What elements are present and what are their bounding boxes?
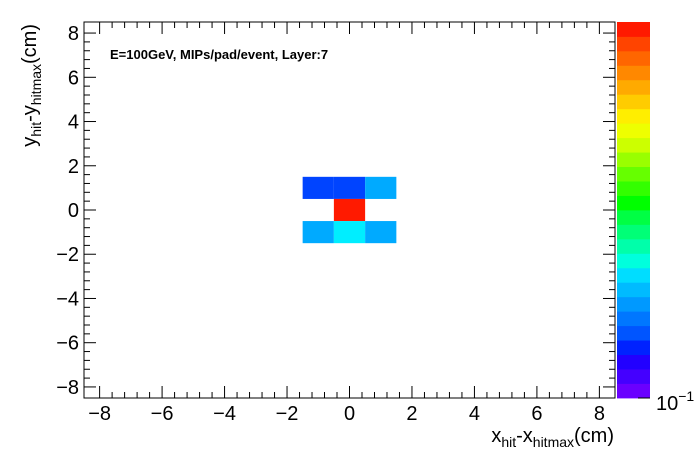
colorbar-segment [617, 325, 650, 341]
heatmap-cells [302, 176, 397, 244]
x-tick-label: 6 [531, 403, 542, 425]
colorbar-segment [617, 65, 650, 81]
x-tick-label: 2 [406, 403, 417, 425]
colorbar-segment [617, 282, 650, 298]
y-tick-label: 2 [68, 156, 79, 178]
y-tick-label: 6 [68, 67, 79, 89]
colorbar-label-exponent: −1 [678, 388, 694, 404]
colorbar-segment [617, 296, 650, 312]
x-axis-title: xhit-xhitmax(cm) [491, 425, 614, 450]
colorbar-segment [617, 152, 650, 168]
y-tick-label: −4 [56, 288, 79, 310]
colorbar-segment [617, 195, 650, 211]
colorbar-segment [617, 369, 650, 384]
heatmap-cell [333, 176, 366, 199]
colorbar-segment [617, 340, 650, 356]
y-tick-label: −6 [56, 333, 79, 355]
colorbar-segment [617, 108, 650, 124]
colorbar-segment [617, 94, 650, 110]
x-tick-labels: −8 −6 −4 −2 0 2 4 6 8 [88, 403, 605, 425]
y-tick-label: −2 [56, 244, 79, 266]
x-axis-title-main: x [491, 425, 501, 447]
x-axis-title-mid: -x [516, 425, 533, 447]
y-axis-title-end: (cm) [19, 24, 41, 64]
heatmap-cell [333, 221, 366, 244]
colorbar-segment [617, 79, 650, 95]
x-tick-label: 8 [594, 403, 605, 425]
colorbar-segment [617, 50, 650, 66]
colorbar-label-base: 10 [656, 393, 678, 415]
y-tick-label: −8 [56, 377, 79, 399]
colorbar-segment [617, 267, 650, 283]
y-tick-labels: −8 −6 −4 −2 0 2 4 6 8 [56, 23, 79, 399]
x-tick-label: −4 [213, 403, 236, 425]
y-tick-label: 8 [68, 23, 79, 45]
x-axis-title-sub2: hitmax [533, 434, 574, 450]
y-axis-title: yhit-yhitmax(cm) [19, 24, 44, 147]
colorbar-segment [617, 166, 650, 182]
colorbar-segment [617, 181, 650, 196]
x-tick-label: −8 [88, 403, 111, 425]
colorbar-segment [617, 383, 650, 399]
colorbar-label: 10−1 [656, 388, 694, 415]
heatmap-cell [302, 221, 334, 244]
x-axis-title-sub: hit [501, 434, 516, 450]
colorbar-segment [617, 311, 650, 327]
colorbar-segment [617, 210, 650, 225]
y-axis-title-sub: hit [28, 122, 44, 137]
y-axis-title-main: y [19, 137, 41, 147]
y-tick-label: 0 [68, 200, 79, 222]
heatmap-cell [365, 221, 397, 244]
colorbar-segment [617, 22, 650, 37]
heatmap-cell [365, 176, 397, 199]
plot-annotation: E=100GeV, MIPs/pad/event, Layer:7 [110, 47, 328, 62]
colorbar-segment [617, 354, 650, 370]
colorbar-segment [617, 36, 650, 52]
x-axis-title-end: (cm) [574, 425, 614, 447]
colorbar-segment [617, 238, 650, 254]
colorbar-segment [617, 137, 650, 153]
colorbar-segment [617, 224, 650, 240]
y-tick-label: 4 [68, 112, 79, 134]
axis-ticks [84, 22, 615, 398]
x-tick-label: −6 [151, 403, 174, 425]
y-axis-title-mid: -y [19, 105, 41, 122]
x-tick-label: 0 [344, 403, 355, 425]
y-axis-title-sub2: hitmax [28, 64, 44, 105]
heatmap-cell [302, 176, 334, 199]
x-tick-label: 4 [469, 403, 480, 425]
color-scale-bar [617, 22, 650, 399]
colorbar-segment [617, 123, 650, 139]
heatmap-cell [333, 198, 366, 222]
x-tick-label: −2 [276, 403, 299, 425]
colorbar-segment [617, 253, 650, 269]
